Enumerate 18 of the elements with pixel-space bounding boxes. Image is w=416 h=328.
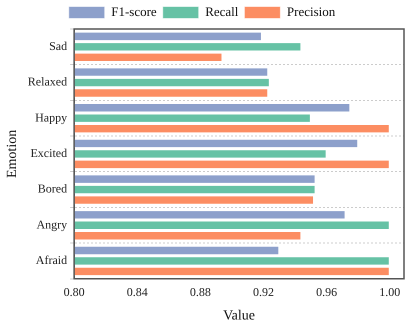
y-tick-label: Relaxed (28, 74, 68, 89)
y-tick-label: Afraid (36, 253, 68, 268)
x-axis-title: Value (223, 308, 256, 324)
x-tick-label: 0.96 (316, 285, 338, 300)
x-tick-label: 1.00 (379, 285, 400, 300)
y-axis-title: Emotion (5, 130, 20, 178)
x-tick-label: 0.88 (190, 285, 211, 300)
y-tick-label: Sad (49, 39, 68, 53)
y-tick-label: Bored (38, 182, 68, 196)
y-tick-label: Excited (30, 146, 68, 160)
legend-label: Recall (205, 4, 239, 19)
x-tick-label: 0.92 (253, 285, 274, 300)
legend-label: Precision (286, 4, 336, 19)
legend-label: F1-score (111, 4, 157, 19)
x-tick-label: 0.84 (126, 285, 148, 300)
y-tick-label: Happy (35, 110, 68, 124)
y-tick-label: Angry (36, 217, 68, 232)
x-tick-label: 0.80 (64, 285, 85, 300)
